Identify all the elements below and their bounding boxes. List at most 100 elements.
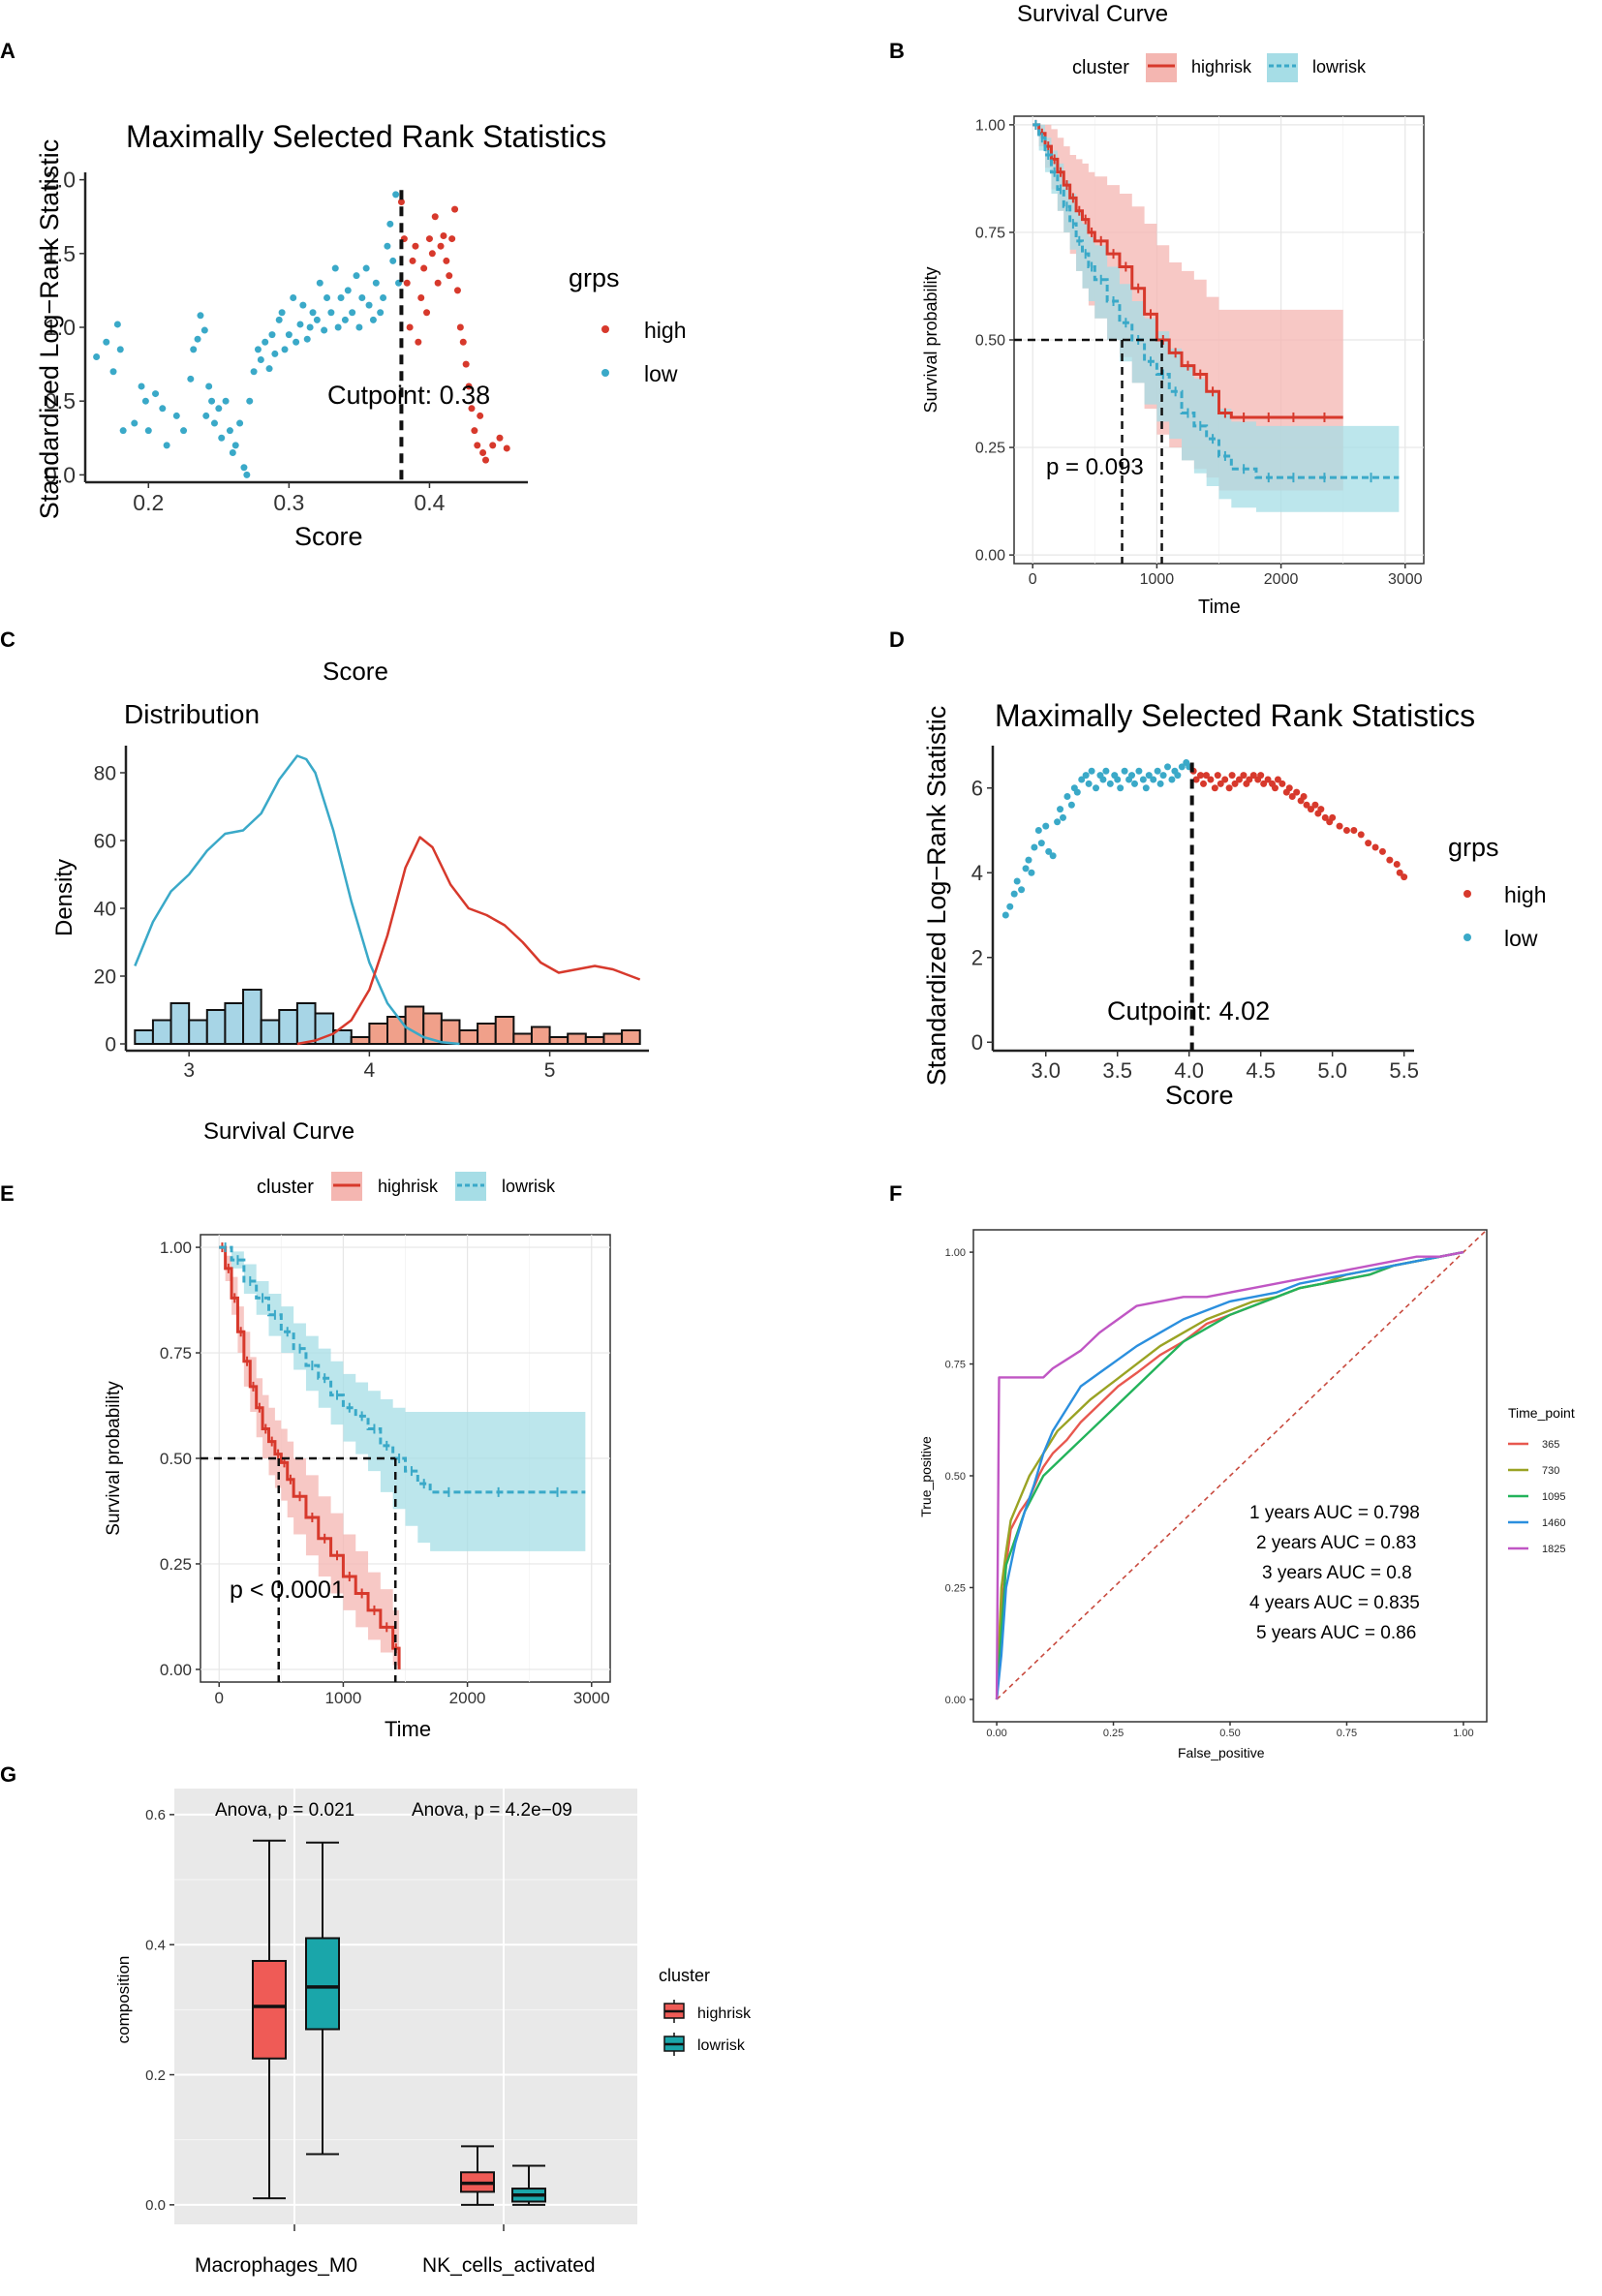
panel-c: Score Distribution 0 20 40 60 80 3 4 5 Density — [51, 657, 649, 1082]
panel-d-point-high — [1393, 861, 1401, 868]
panel-a-point-high — [423, 309, 431, 317]
panel-a-point-low — [389, 257, 397, 264]
panel-a-point-low — [257, 356, 264, 364]
panel-d-xlabel: Score — [1165, 1081, 1234, 1110]
panel-f-roc-lines — [995, 1250, 1464, 1700]
panel-a-point-high — [409, 257, 416, 264]
panel-f: 0.00 0.25 0.50 0.75 1.00 0.00 0.25 0.50 0.75 1.0… — [918, 1229, 1575, 1760]
panel-b-bands — [1032, 124, 1400, 512]
panel-e-xtick-label: 0 — [214, 1689, 223, 1707]
panel-a-point-high — [479, 449, 487, 457]
panel-f-legend: 365 730 1095 1460 1825 — [1508, 1439, 1565, 1555]
panel-d-ylabel: Standardized Log−Rank Statistic — [922, 706, 951, 1087]
panel-a-point-low — [313, 316, 321, 323]
panel-f-legend-label-730: 730 — [1542, 1465, 1559, 1477]
panel-a-point-low — [240, 464, 248, 472]
panel-a-point-low — [113, 321, 121, 328]
panel-a-point-low — [152, 390, 160, 398]
panel-d-point-low — [1135, 767, 1143, 775]
panel-e-median-lines — [200, 1456, 397, 1682]
panel-g-ylabel: composition — [114, 1956, 133, 2044]
panel-d-point-high — [1200, 780, 1207, 787]
panel-a-legend-key-low — [601, 369, 609, 377]
panel-a-point-high — [397, 198, 405, 205]
panel-d-point-low — [1164, 763, 1172, 771]
panel-a-point-high — [477, 412, 484, 419]
panel-b-ytick-label: 1.00 — [975, 117, 1005, 134]
panel-d-point-high — [1274, 776, 1281, 783]
panel-a-point-low — [236, 419, 244, 427]
panel-g-legend-high: highrisk — [697, 2005, 752, 2022]
panel-d-y-ticks: 0 2 4 6 — [971, 776, 993, 1055]
panel-b-ytick-label: 0.00 — [975, 548, 1005, 565]
panel-d-point-high — [1311, 801, 1319, 809]
panel-f-auc-1: 1 years AUC = 0.798 — [1249, 1503, 1420, 1523]
panel-a-point-low — [222, 397, 230, 405]
panel-a-point-high — [417, 294, 425, 302]
panel-a-legend-low: low — [644, 361, 678, 386]
panel-c-ytick-label: 60 — [94, 830, 116, 852]
panel-d-point-high — [1285, 784, 1293, 792]
panel-a-point-low — [215, 405, 223, 413]
panel-letter-a: A — [0, 39, 15, 63]
panel-e-y-ticks: 0.00 0.25 0.50 0.75 1.00 — [160, 1239, 200, 1679]
panel-c-xtick-label: 5 — [544, 1059, 556, 1082]
panel-letter-e: E — [0, 1181, 15, 1206]
panel-d-point-low — [1034, 827, 1042, 834]
panel-a-point-low — [268, 331, 276, 339]
panel-d-point-high — [1197, 772, 1205, 780]
panel-a-point-low — [353, 272, 360, 280]
panel-d-point-high — [1378, 847, 1386, 855]
panel-d-point-low — [1042, 822, 1050, 830]
panel-a-point-low — [208, 397, 216, 405]
panel-g-plot-area — [174, 1789, 637, 2224]
panel-a-point-low — [190, 346, 198, 353]
panel-d-ytick-label: 4 — [971, 861, 983, 885]
panel-c-hist-bar — [494, 1016, 515, 1045]
panel-d-point-high — [1317, 806, 1325, 813]
panel-a-xlabel: Score — [294, 522, 363, 551]
panel-a-point-low — [163, 442, 170, 449]
panel-a-point-low — [290, 294, 297, 302]
panel-d-point-low — [1022, 865, 1030, 872]
panel-f-xtick-label: 0.25 — [1103, 1728, 1124, 1739]
panel-a-point-high — [503, 444, 510, 452]
panel-d-point-high — [1336, 822, 1343, 830]
panel-b-xtick-label: 0 — [1029, 571, 1037, 588]
panel-a-point-high — [428, 250, 436, 258]
panel-d-point-high — [1342, 827, 1350, 834]
panel-d-point-low — [1025, 856, 1032, 864]
panel-d-point-low — [1106, 780, 1114, 787]
panel-c-ytick-label: 40 — [94, 898, 116, 920]
panel-d-point-high — [1264, 776, 1272, 783]
panel-a-legend-key-high — [601, 325, 609, 333]
panel-c-hist-bar — [404, 1005, 425, 1045]
panel-d-point-high — [1231, 780, 1239, 787]
panel-d-point-low — [1045, 847, 1053, 855]
panel-d-point-low — [1018, 886, 1026, 894]
panel-d-point-low — [1121, 767, 1128, 775]
panel-a-point-low — [392, 191, 400, 199]
panel-e-curve-lowrisk — [219, 1245, 586, 1494]
panel-e-title: Survival Curve — [203, 1118, 354, 1145]
panel-b-curve-highrisk — [1032, 123, 1343, 419]
panel-d-xtick-label: 5.0 — [1317, 1058, 1347, 1083]
panel-d-point-high — [1260, 780, 1268, 787]
panel-e-ytick-label: 1.00 — [160, 1239, 192, 1257]
panel-g: 0.0 0.2 0.4 0.6 Anova, p = 0.021 Anova, p =… — [114, 1789, 752, 2277]
panel-a-point-low — [362, 264, 370, 272]
panel-a-point-high — [456, 323, 464, 331]
panel-a-point-high — [403, 279, 411, 287]
panel-a-point-high — [443, 257, 450, 264]
panel-d-point-low — [1063, 793, 1071, 800]
panel-a-point-high — [446, 272, 453, 280]
panel-a-point-low — [131, 419, 139, 427]
panel-a-point-low — [116, 346, 124, 353]
panel-a-point-low — [229, 449, 236, 457]
panel-f-legend-label-365: 365 — [1542, 1439, 1559, 1451]
panel-a-point-low — [271, 350, 279, 357]
panel-d-point-high — [1271, 784, 1279, 792]
panel-a-ytick-label: 0.5 — [45, 388, 76, 413]
panel-a-xtick-label: 0.3 — [273, 490, 304, 515]
